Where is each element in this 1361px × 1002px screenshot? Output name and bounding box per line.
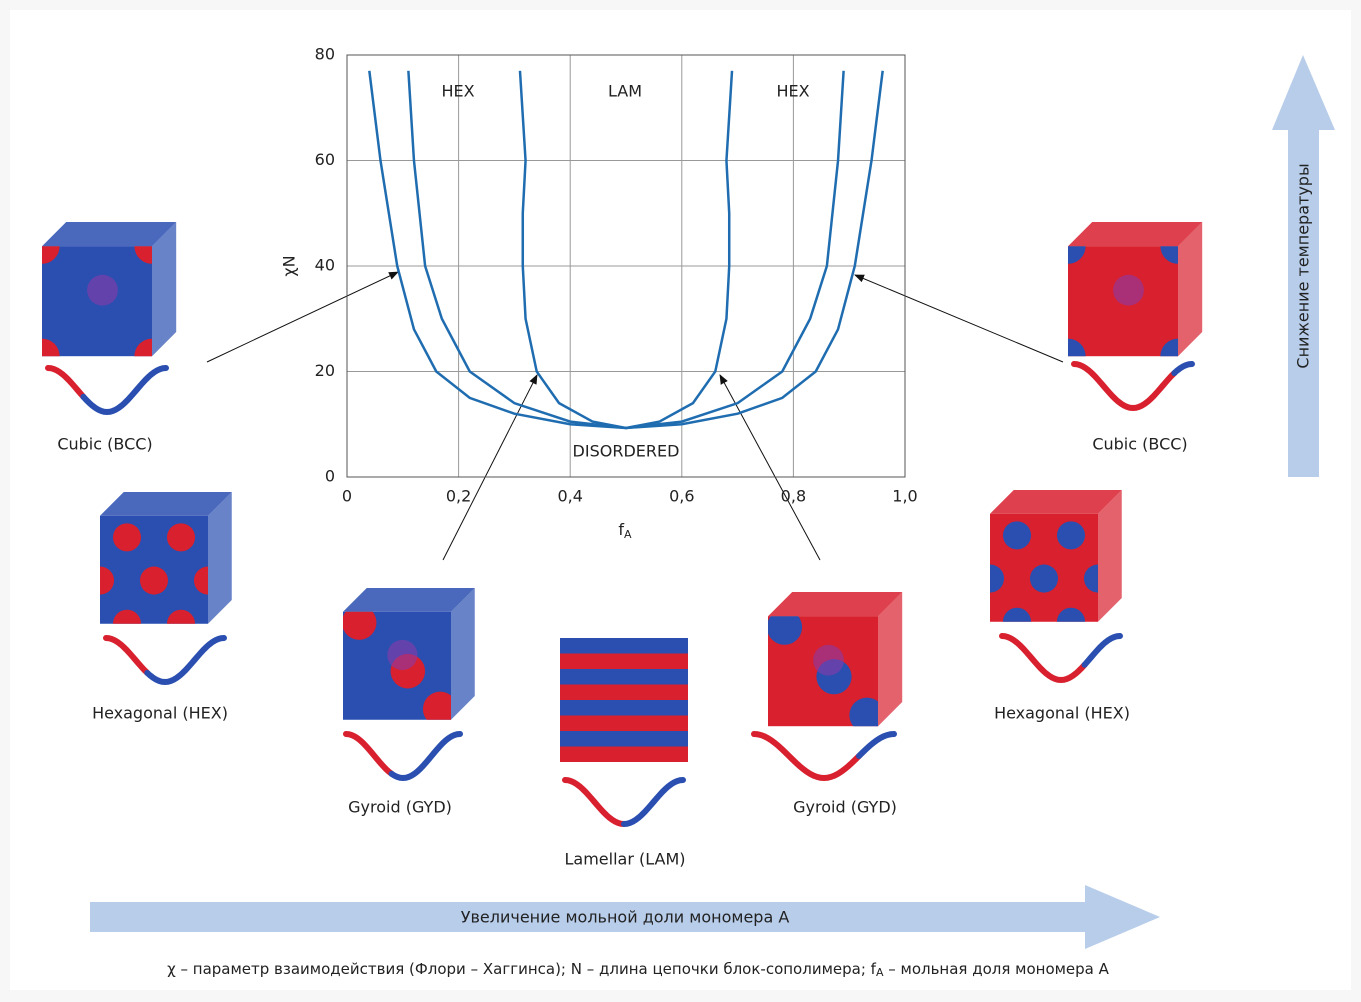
x-tick-label: 1,0	[892, 487, 917, 506]
cube-core	[1113, 275, 1144, 306]
structure-label: Gyroid (GYD)	[348, 798, 452, 817]
y-axis-label: χN	[280, 255, 299, 276]
lamella	[560, 731, 688, 747]
structure-label: Hexagonal (HEX)	[92, 704, 228, 723]
x-axis-label-subscript: A	[624, 528, 632, 541]
lamella	[560, 700, 688, 716]
lamella	[560, 669, 688, 685]
lamella	[560, 638, 688, 654]
cube-spot	[167, 523, 195, 551]
figure: Снижение температуры Увеличение мольной …	[0, 0, 1361, 1002]
cube-spot	[113, 523, 141, 551]
cube-core	[87, 275, 118, 306]
region-label: HEX	[776, 82, 809, 101]
structure-cube	[24, 222, 176, 374]
x-tick-label: 0,2	[446, 487, 471, 506]
cube-spot	[1057, 521, 1085, 549]
structure-cube	[767, 592, 902, 733]
x-tick-label: 0,6	[669, 487, 694, 506]
structure-cube	[86, 492, 232, 638]
structure-label: Cubic (BCC)	[57, 435, 152, 454]
footnote-text: – мольная доля мономера А	[883, 960, 1109, 978]
y-tick-label: 80	[315, 45, 335, 64]
structure-cube	[342, 588, 475, 726]
lamella	[560, 716, 688, 732]
x-tick-label: 0,4	[557, 487, 582, 506]
cube-core	[813, 645, 844, 676]
y-tick-label: 0	[325, 467, 335, 486]
structure-cube	[976, 490, 1122, 636]
region-label: HEX	[441, 82, 474, 101]
lamella	[560, 654, 688, 670]
cube-spot	[140, 567, 168, 595]
lamella	[560, 747, 688, 763]
footnote-text: χ – параметр взаимодействия (Флори – Хаг…	[167, 960, 877, 978]
temperature-arrow-label: Снижение температуры	[1294, 163, 1313, 368]
structure-label: Gyroid (GYD)	[793, 798, 897, 817]
y-tick-label: 20	[315, 361, 335, 380]
fraction-arrow-label: Увеличение мольной доли мономера А	[461, 908, 790, 927]
footnote: χ – параметр взаимодействия (Флори – Хаг…	[167, 960, 1110, 980]
y-tick-label: 60	[315, 150, 335, 169]
structure-label: Hexagonal (HEX)	[994, 704, 1130, 723]
structure-cube	[1050, 222, 1202, 374]
region-label: DISORDERED	[573, 442, 680, 461]
cube-core	[387, 640, 417, 670]
lamella	[560, 685, 688, 701]
y-tick-label: 40	[315, 256, 335, 275]
region-label: LAM	[608, 82, 642, 101]
structure-label: Cubic (BCC)	[1092, 435, 1187, 454]
structure-label: Lamellar (LAM)	[564, 850, 685, 869]
x-tick-label: 0,8	[781, 487, 806, 506]
cube-spot	[1030, 565, 1058, 593]
cube-spot	[1003, 521, 1031, 549]
x-tick-label: 0	[342, 487, 352, 506]
